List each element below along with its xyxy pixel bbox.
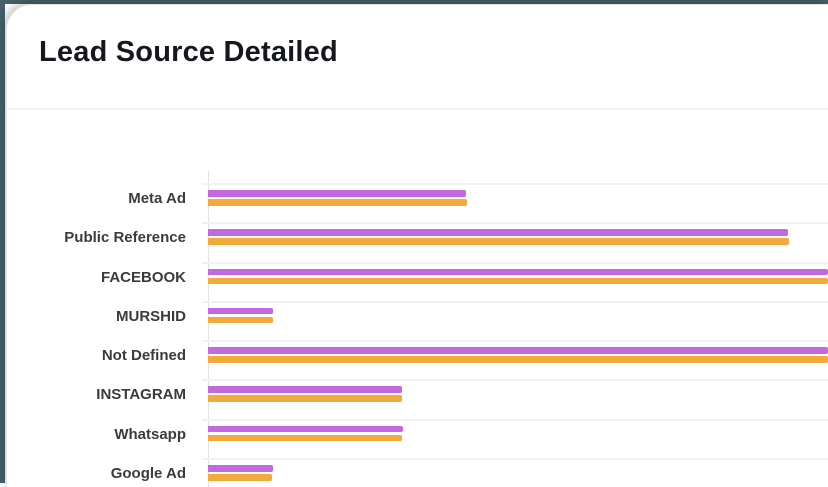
chart-rows: Meta Ad Public Reference FACEBOOK MURSHI… [7, 183, 828, 487]
sidebar-edge [0, 0, 5, 483]
chart-row-murshid: MURSHID [7, 300, 828, 340]
bar-series-2-google-ad[interactable] [208, 474, 272, 481]
bar-series-1-whatsapp[interactable] [208, 425, 403, 433]
chart-row-facebook: FACEBOOK [7, 261, 828, 301]
row-plot [202, 418, 828, 458]
bar-series-2-not-defined[interactable] [208, 356, 828, 363]
bar-series-2-public-reference[interactable] [208, 238, 789, 245]
category-label-google-ad: Google Ad [110, 465, 186, 483]
chart-row-meta-ad: Meta Ad [7, 183, 828, 222]
row-plot [202, 261, 828, 301]
row-plot [202, 458, 828, 487]
chart-row-google-ad: Google Ad [7, 458, 828, 487]
card-title: Lead Source Detailed [39, 36, 338, 68]
bar-series-2-meta-ad[interactable] [208, 199, 467, 206]
page-background-top-edge [0, 0, 828, 4]
bar-series-2-instagram[interactable] [208, 395, 402, 402]
category-label-not-defined: Not Defined [101, 347, 186, 365]
chart-row-not-defined: Not Defined [7, 340, 828, 379]
category-label-murshid: MURSHID [116, 307, 186, 325]
row-plot [202, 300, 828, 340]
bar-series-1-not-defined[interactable] [208, 347, 828, 354]
category-label-whatsapp: Whatsapp [114, 425, 186, 443]
bar-series-2-murshid[interactable] [208, 316, 273, 324]
bar-series-2-facebook[interactable] [208, 277, 828, 285]
chart-row-public-reference: Public Reference [7, 222, 828, 261]
lead-source-bar-chart: Meta Ad Public Reference FACEBOOK MURSHI… [7, 171, 828, 487]
lead-source-card: Lead Source Detailed Meta Ad Public Refe… [6, 4, 828, 487]
bar-series-1-murshid[interactable] [208, 307, 273, 315]
chart-row-whatsapp: Whatsapp [7, 418, 828, 458]
row-plot [202, 222, 828, 261]
bar-series-1-google-ad[interactable] [208, 465, 273, 472]
bar-series-2-whatsapp[interactable] [208, 434, 402, 442]
bar-series-1-instagram[interactable] [208, 386, 402, 393]
card-header: Lead Source Detailed [7, 5, 828, 110]
row-plot [202, 340, 828, 379]
category-label-instagram: INSTAGRAM [96, 386, 186, 404]
bar-series-1-public-reference[interactable] [208, 229, 788, 236]
category-axis-line [208, 171, 209, 487]
bar-series-1-meta-ad[interactable] [208, 190, 466, 197]
bar-series-1-facebook[interactable] [208, 268, 828, 276]
row-plot [202, 183, 828, 222]
chart-row-instagram: INSTAGRAM [7, 379, 828, 418]
row-plot [202, 379, 828, 418]
category-label-public-reference: Public Reference [64, 229, 186, 247]
category-label-meta-ad: Meta Ad [128, 190, 186, 207]
category-label-facebook: FACEBOOK [100, 268, 186, 286]
